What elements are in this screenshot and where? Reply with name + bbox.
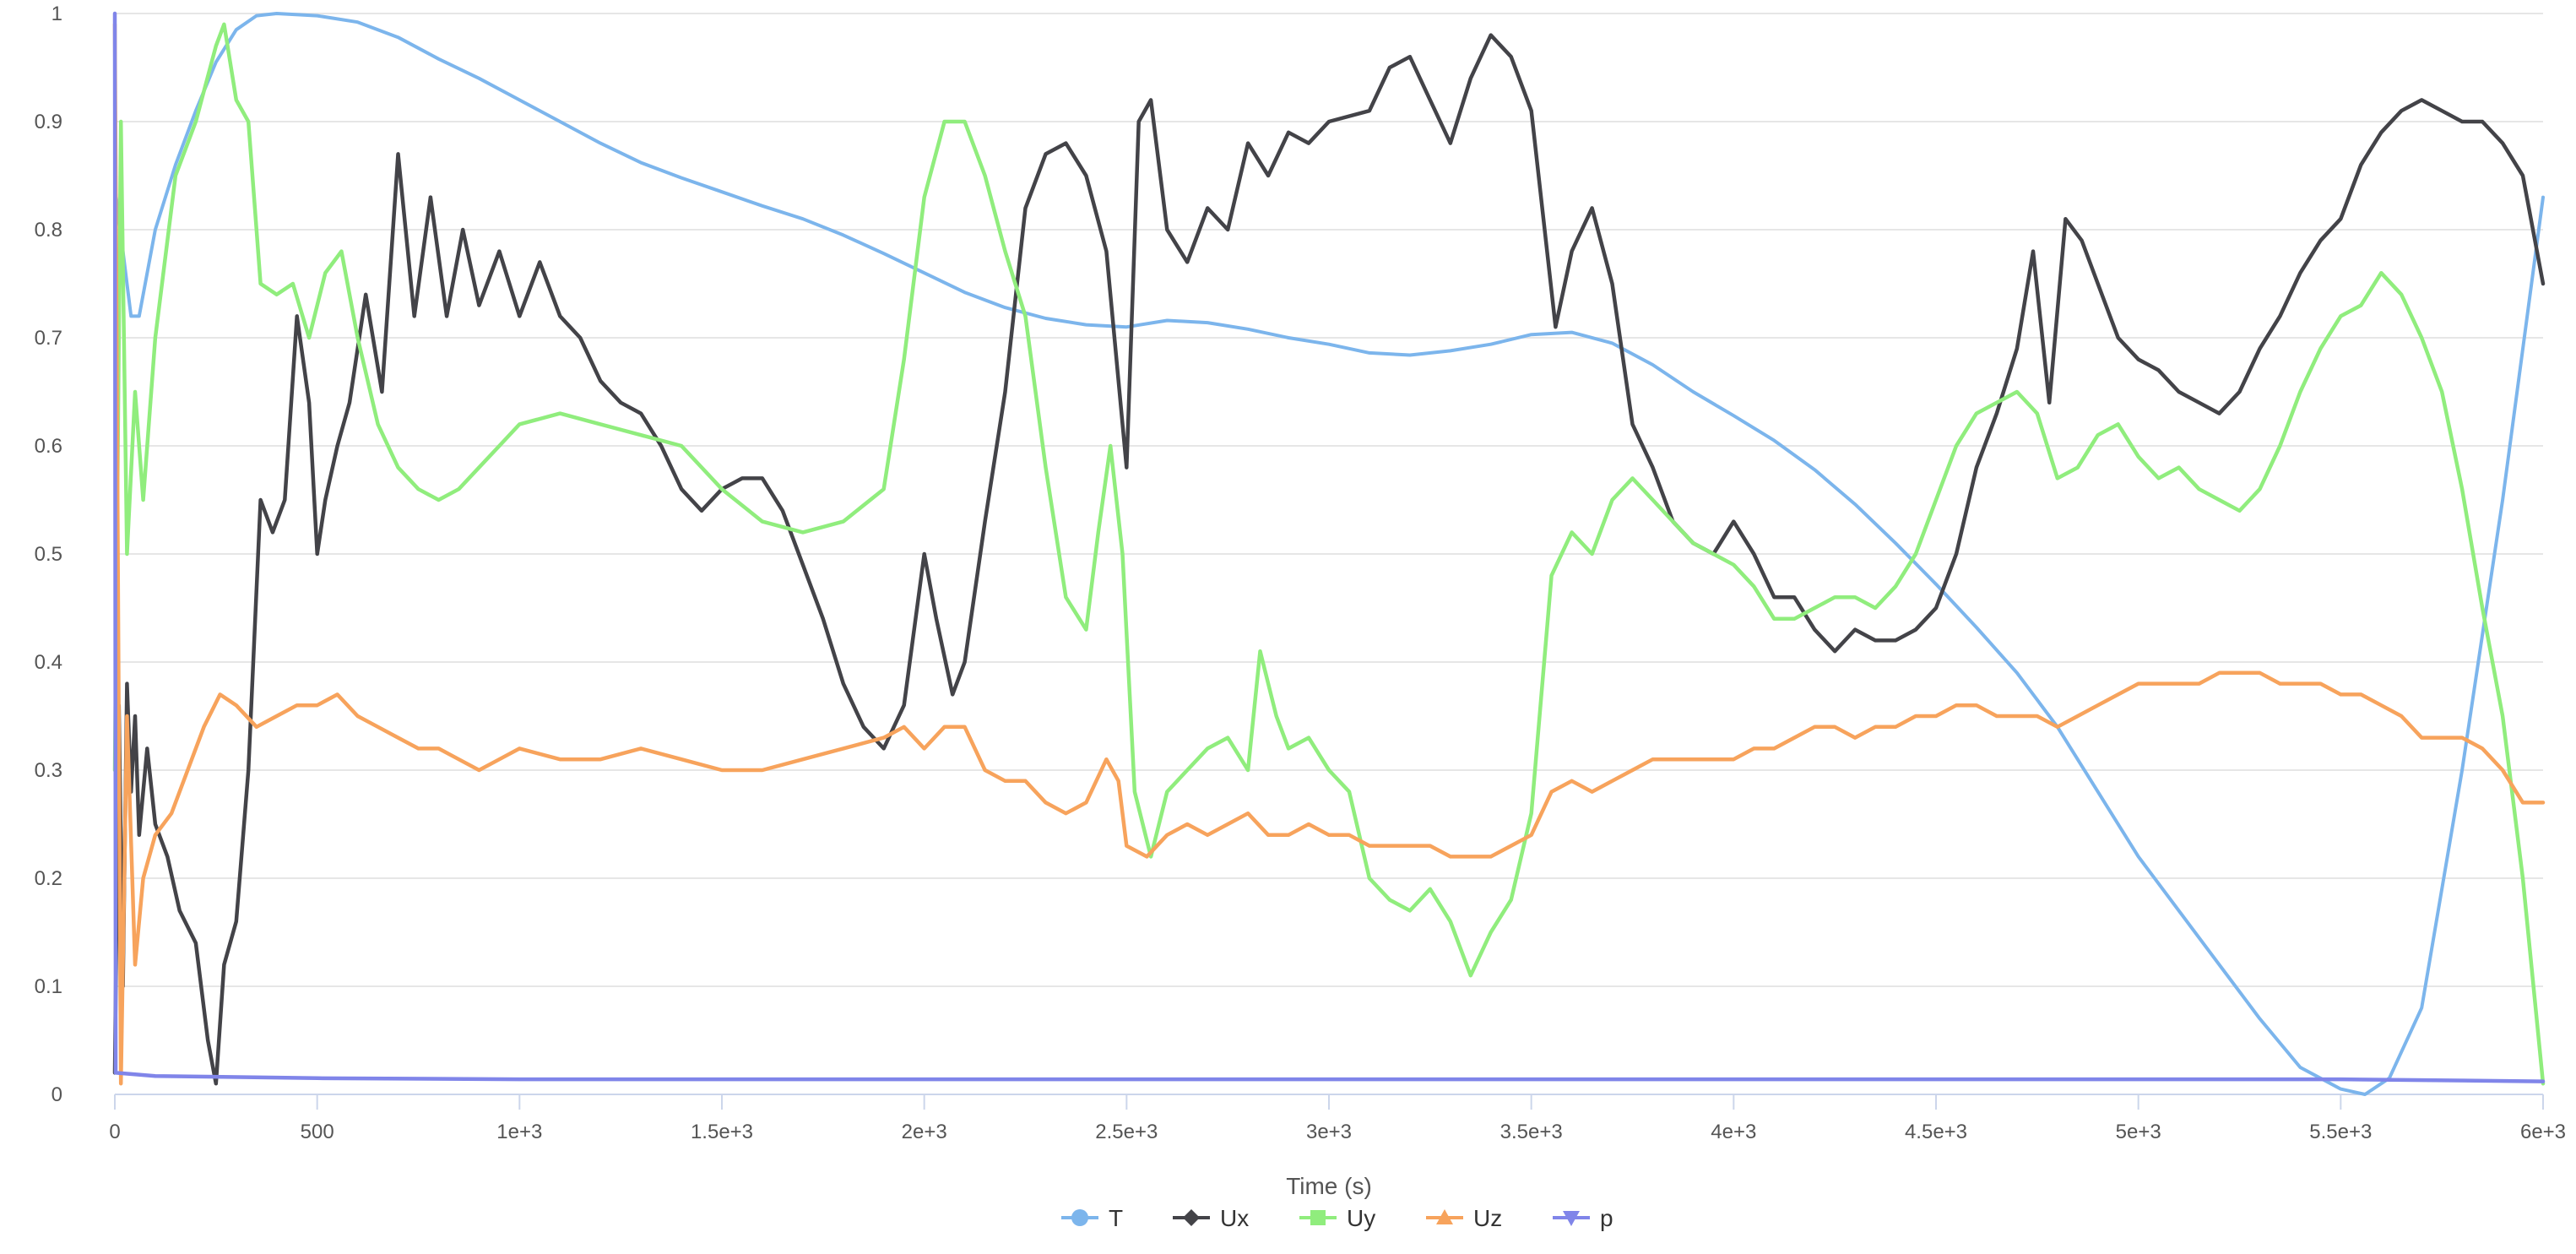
legend-item-ux[interactable]: Ux [1173, 1205, 1249, 1231]
legend-label: Uy [1347, 1205, 1375, 1231]
legend-item-uy[interactable]: Uy [1299, 1205, 1375, 1231]
axes: 0 0.1 0.2 0.3 0.4 0.5 0.6 0.7 0.8 0.9 1 0 500 1e+3 1.5… [35, 3, 2566, 1143]
legend-marker-triangle [1436, 1209, 1453, 1224]
x-axis-title: Time (s) [1286, 1173, 1372, 1199]
x-tick-label: 4.5e+3 [1905, 1121, 1967, 1143]
series-lines [112, 11, 2546, 1096]
legend-marker-circle [1071, 1209, 1088, 1226]
x-tick-label: 4e+3 [1711, 1121, 1756, 1143]
y-tick-label: 0 [52, 1083, 62, 1106]
y-tick-label: 0.9 [35, 111, 62, 133]
legend-label: p [1600, 1205, 1613, 1231]
x-tick-label: 2e+3 [902, 1121, 947, 1143]
x-tick-label: 5.5e+3 [2309, 1121, 2372, 1143]
x-tick-label: 3.5e+3 [1500, 1121, 1563, 1143]
legend-marker-triangle-down [1563, 1211, 1580, 1226]
x-tick-label: 0 [109, 1121, 120, 1143]
legend-item-uz[interactable]: Uz [1426, 1205, 1502, 1231]
legend-label: Ux [1220, 1205, 1249, 1231]
x-tick-label: 2.5e+3 [1095, 1121, 1158, 1143]
x-tick-label: 3e+3 [1306, 1121, 1352, 1143]
legend-label: Uz [1473, 1205, 1502, 1231]
grid-lines [115, 13, 2543, 1095]
x-tick-label: 6e+3 [2520, 1121, 2566, 1143]
x-tick-label: 1.5e+3 [691, 1121, 753, 1143]
y-tick-label: 0.3 [35, 759, 62, 782]
series-line-uy[interactable] [112, 22, 2546, 1086]
series-line-p[interactable] [112, 11, 2546, 1083]
series-line-t[interactable] [113, 12, 2545, 1096]
legend: T Ux Uy Uz p [1061, 1205, 1613, 1231]
y-tick-label: 0.1 [35, 975, 62, 998]
series-line-uz[interactable] [112, 22, 2546, 1086]
legend-marker-square [1310, 1210, 1326, 1225]
x-tick-label: 1e+3 [496, 1121, 542, 1143]
y-tick-label: 0.7 [35, 327, 62, 350]
y-tick-label: 0.4 [35, 651, 62, 674]
y-tick-label: 0.6 [35, 435, 62, 458]
y-tick-label: 0.5 [35, 543, 62, 566]
y-tick-label: 0.2 [35, 867, 62, 890]
legend-label: T [1109, 1205, 1123, 1231]
legend-item-p[interactable]: p [1553, 1205, 1613, 1231]
series-line-ux[interactable] [112, 33, 2546, 1086]
x-tick-label: 500 [301, 1121, 334, 1143]
y-tick-label: 0.8 [35, 219, 62, 242]
legend-item-t[interactable]: T [1061, 1205, 1123, 1231]
legend-marker-diamond [1183, 1209, 1200, 1226]
x-tick-label: 5e+3 [2116, 1121, 2161, 1143]
y-tick-label: 1 [52, 3, 62, 25]
